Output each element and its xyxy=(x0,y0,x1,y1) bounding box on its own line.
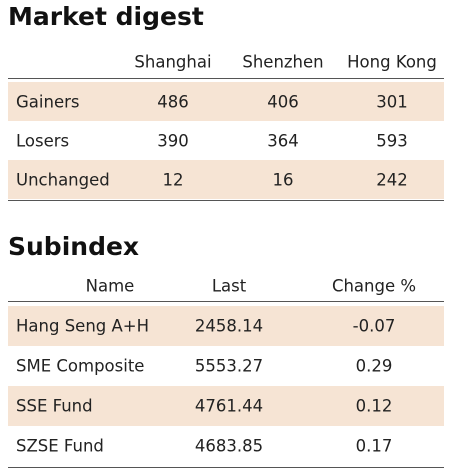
column-header: Shanghai xyxy=(134,52,212,72)
cell-value: 4761.44 xyxy=(194,396,264,416)
row-label: Gainers xyxy=(16,92,80,111)
cell-value: 16 xyxy=(272,170,294,189)
column-header: Last xyxy=(211,276,247,296)
cell-value: 0.12 xyxy=(355,396,393,416)
cell-value: 364 xyxy=(267,131,299,150)
cell-value: 4683.85 xyxy=(194,436,264,456)
row-label: Hang Seng A+H xyxy=(16,316,150,336)
row-label: SSE Fund xyxy=(16,396,93,416)
cell-value: 0.29 xyxy=(355,356,393,376)
cell-value: 0.17 xyxy=(355,436,393,456)
row-shading xyxy=(8,386,444,426)
cell-value: 5553.27 xyxy=(194,356,264,376)
cell-value: 406 xyxy=(267,92,299,111)
cell-value: 486 xyxy=(157,92,189,111)
header-rule xyxy=(8,301,444,302)
row-shading xyxy=(8,306,444,346)
column-header: Name xyxy=(85,276,135,296)
column-header: Shenzhen xyxy=(242,52,324,72)
bottom-rule xyxy=(8,200,444,201)
row-label: SZSE Fund xyxy=(16,436,104,456)
section-title: Subindex xyxy=(8,232,140,261)
cell-value: 2458.14 xyxy=(194,316,264,336)
header-rule xyxy=(8,78,444,79)
row-shading xyxy=(8,160,444,199)
cell-value: 390 xyxy=(157,131,189,150)
cell-value: 593 xyxy=(376,131,408,150)
row-label: Unchanged xyxy=(16,170,110,189)
section-title: Market digest xyxy=(8,2,204,31)
row-shading xyxy=(8,82,444,121)
column-header: Change % xyxy=(331,276,417,296)
cell-value: 12 xyxy=(162,170,184,189)
bottom-rule xyxy=(8,467,444,468)
cell-value: 242 xyxy=(376,170,408,189)
row-label: SME Composite xyxy=(16,356,145,376)
cell-value: -0.07 xyxy=(352,316,396,336)
row-label: Losers xyxy=(16,131,70,150)
column-header: Hong Kong xyxy=(347,52,437,72)
cell-value: 301 xyxy=(376,92,408,111)
